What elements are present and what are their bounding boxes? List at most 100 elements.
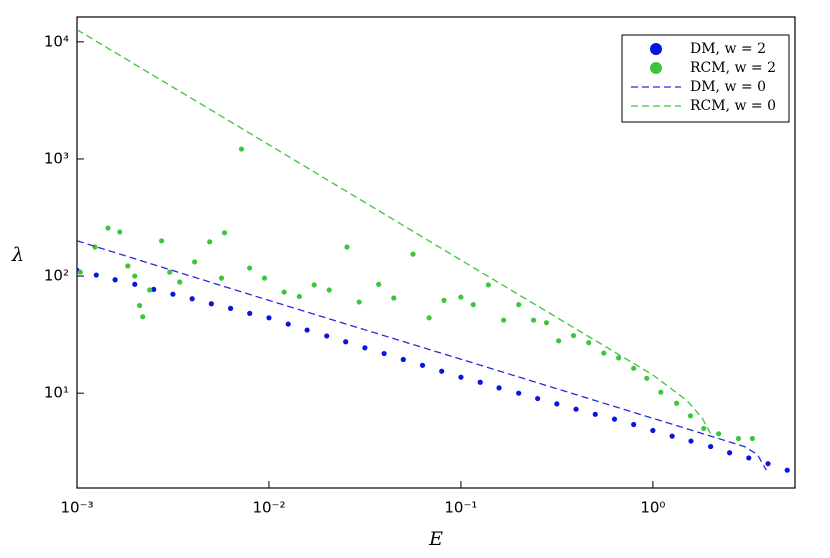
point (439, 368, 445, 374)
dashed-line (77, 240, 767, 471)
point (708, 443, 714, 450)
point (749, 435, 756, 442)
plot-frame (76, 16, 796, 489)
point (496, 385, 502, 391)
point (644, 375, 650, 381)
point (616, 355, 622, 361)
point (573, 406, 579, 412)
point (592, 411, 598, 417)
point (376, 281, 382, 287)
point (658, 389, 664, 395)
point (381, 350, 387, 357)
point (530, 317, 537, 323)
point (784, 467, 790, 473)
dashed-line (77, 29, 712, 435)
point (170, 291, 176, 297)
point (247, 265, 253, 271)
legend-marker (650, 62, 662, 74)
point (477, 379, 483, 385)
point (207, 239, 213, 245)
point (285, 321, 291, 327)
point (261, 275, 268, 281)
point (601, 350, 607, 356)
point (556, 338, 562, 344)
legend-label: RCM, w = 0 (690, 98, 776, 114)
point (516, 390, 522, 396)
point (189, 296, 195, 302)
point (501, 317, 507, 323)
legend-marker (650, 43, 662, 55)
point (410, 251, 416, 257)
point (227, 305, 234, 311)
x-tick-label: 10⁻³ (60, 499, 93, 517)
point (296, 293, 302, 300)
point (701, 425, 707, 432)
x-axis-label: E (428, 528, 443, 550)
point (238, 146, 245, 152)
point (535, 395, 541, 402)
point (688, 438, 694, 444)
point (611, 416, 618, 422)
point (147, 287, 153, 293)
point (727, 450, 733, 456)
point (177, 279, 183, 285)
point (151, 286, 157, 292)
point (281, 289, 287, 295)
point (419, 362, 426, 368)
legend-label: DM, w = 2 (690, 41, 766, 57)
point (125, 263, 131, 269)
point (105, 225, 111, 231)
point (208, 301, 214, 307)
point (93, 272, 99, 278)
point (674, 400, 680, 406)
x-tick-label: 10⁻¹ (444, 499, 477, 517)
point (324, 333, 330, 339)
point (218, 275, 225, 281)
point (247, 310, 253, 316)
point (631, 365, 637, 371)
point (77, 269, 83, 275)
point (343, 339, 349, 345)
point (132, 281, 138, 287)
point (458, 294, 464, 300)
point (470, 302, 476, 308)
point (400, 356, 406, 363)
x-tick-label: 10⁰ (640, 499, 665, 517)
point (650, 427, 656, 434)
point (356, 299, 362, 305)
y-axis-label: λ (11, 244, 24, 266)
point (140, 314, 146, 320)
x-tick-label: 10⁻² (252, 499, 285, 517)
point (221, 230, 228, 236)
point (716, 431, 722, 437)
point (669, 433, 675, 439)
legend-label: DM, w = 0 (690, 79, 766, 95)
point (586, 340, 592, 346)
point (543, 320, 550, 326)
point (159, 238, 165, 244)
legend-box (621, 34, 790, 123)
point (516, 302, 522, 308)
point (192, 259, 198, 265)
plot-area (77, 29, 790, 473)
point (266, 315, 272, 321)
point (687, 413, 694, 419)
point (631, 421, 637, 428)
point (137, 302, 143, 309)
point (426, 315, 432, 321)
point (311, 282, 317, 288)
point (570, 333, 577, 339)
point (485, 282, 491, 288)
point (117, 229, 123, 235)
legend-label: RCM, w = 2 (690, 60, 776, 76)
point (391, 295, 397, 301)
y-tick-label: 10³ (44, 149, 69, 167)
point (458, 374, 464, 380)
y-tick-label: 10² (44, 267, 69, 285)
y-tick-label: 10⁴ (44, 32, 69, 50)
point (765, 461, 771, 467)
point (112, 277, 118, 283)
point (304, 327, 310, 333)
